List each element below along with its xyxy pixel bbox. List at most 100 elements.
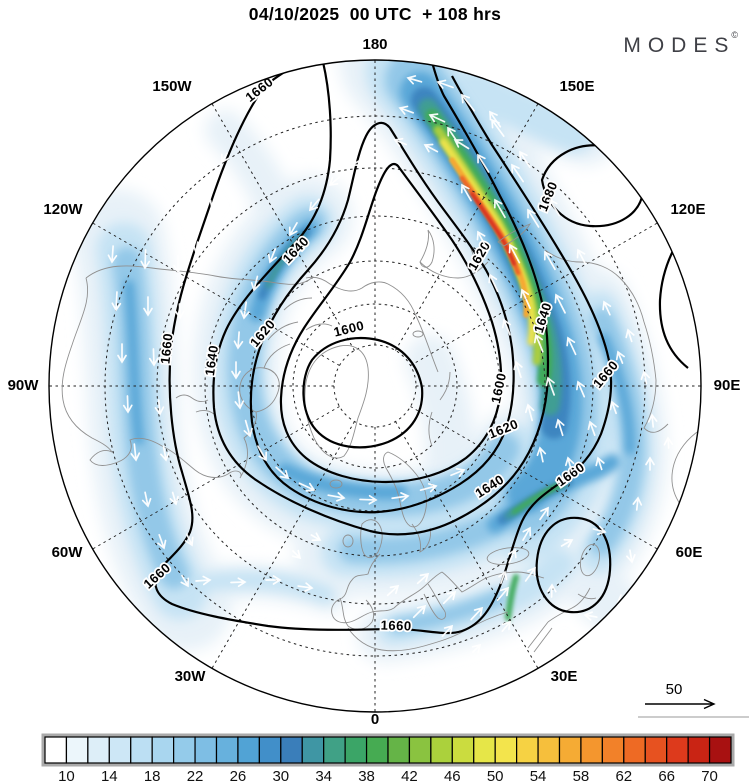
colorbar-tick-70: 70 bbox=[701, 768, 718, 782]
longitude-label-150W: 150W bbox=[152, 78, 192, 95]
wind-arrow-icon bbox=[359, 494, 378, 505]
colorbar-cell bbox=[430, 736, 453, 764]
wind-arrow-icon bbox=[645, 456, 655, 471]
longitude-label-60W: 60W bbox=[52, 544, 84, 561]
wind-arrow-icon bbox=[663, 436, 674, 449]
wind-arrow-icon bbox=[508, 243, 521, 264]
wind-arrow-icon bbox=[111, 291, 122, 312]
wind-arrow-icon bbox=[488, 273, 499, 293]
colorbar-cell bbox=[558, 736, 582, 764]
wind-arrow-icon bbox=[234, 391, 245, 410]
colorbar-cell bbox=[280, 736, 303, 764]
map-boundary bbox=[48, 59, 702, 713]
contour-label-1660: 1660 bbox=[157, 332, 175, 364]
wind-arrow-icon bbox=[450, 467, 466, 477]
wind-arrow-icon bbox=[615, 350, 625, 364]
colorbar-cell bbox=[387, 736, 411, 764]
colorbar-tick-30: 30 bbox=[272, 768, 289, 782]
colorbar-cell bbox=[537, 736, 561, 764]
colorbar-cell bbox=[215, 736, 239, 764]
wind-arrow-icon bbox=[496, 586, 510, 602]
longitude-label-30E: 30E bbox=[551, 668, 578, 685]
wind-arrow-icon bbox=[180, 574, 190, 588]
colorbar-tick-42: 42 bbox=[401, 768, 418, 782]
wind-arrow-icon bbox=[122, 395, 133, 414]
wind-arrow-icon bbox=[297, 582, 314, 592]
wind-arrow-icon bbox=[536, 446, 547, 463]
wind-arrow-icon bbox=[519, 150, 531, 168]
wind-arrow-icon bbox=[501, 620, 512, 633]
wind-arrow-icon bbox=[511, 163, 525, 183]
colorbar-tick-34: 34 bbox=[315, 768, 332, 782]
wind-arrow-icon bbox=[257, 445, 268, 462]
wind-arrow-icon bbox=[154, 399, 165, 416]
colorbar-cell bbox=[623, 736, 646, 764]
wind-arrow-icon bbox=[308, 198, 320, 212]
wind-arrow-icon bbox=[471, 643, 482, 654]
colorbar-tick-58: 58 bbox=[573, 768, 590, 782]
wind-arrow-icon bbox=[576, 380, 586, 398]
wind-arrow-icon bbox=[524, 566, 536, 582]
wind-arrow-icon bbox=[489, 110, 502, 128]
colorbar-tick-18: 18 bbox=[144, 768, 161, 782]
wind-arrow-icon bbox=[620, 163, 634, 173]
wind-arrow-icon bbox=[501, 318, 511, 336]
wind-arrow-icon bbox=[436, 79, 454, 89]
wind-arrow-icon bbox=[566, 336, 577, 356]
wind-arrow-icon bbox=[498, 570, 508, 585]
colorbar-tick-46: 46 bbox=[444, 768, 461, 782]
shading-field bbox=[72, 60, 692, 696]
colorbar-cell bbox=[708, 736, 732, 764]
height-contours bbox=[154, 61, 701, 635]
wind-arrow-icon bbox=[522, 526, 532, 541]
contour-1640 bbox=[212, 61, 550, 536]
wind-arrow-icon bbox=[592, 525, 607, 536]
wind-arrow-icon bbox=[507, 548, 517, 564]
colorbar-cell bbox=[473, 736, 496, 764]
copyright-icon: © bbox=[731, 30, 738, 40]
wind-arrow-icon bbox=[513, 360, 523, 379]
contour-label-1640: 1640 bbox=[202, 344, 221, 377]
wind-arrow-icon bbox=[148, 348, 159, 367]
wind-arrow-icon bbox=[350, 157, 364, 167]
longitude-label-90E: 90E bbox=[714, 377, 741, 394]
wind-arrow-icon bbox=[406, 75, 423, 85]
colorbar: 10 14 18 22 26 30 34 38 42 46 50 54 58 62 66 70 bbox=[41, 733, 735, 782]
wind-arrow-icon bbox=[564, 456, 575, 473]
wind-arrow-icon bbox=[209, 197, 219, 210]
wind-arrow-icon bbox=[626, 549, 636, 564]
wind-arrow-icon bbox=[632, 496, 643, 511]
wind-arrow-icon bbox=[250, 275, 261, 292]
contour-1660 bbox=[154, 65, 613, 635]
colorbar-tick-10: 10 bbox=[58, 768, 75, 782]
wind-arrow-icon bbox=[298, 482, 316, 492]
wind-arrow-icon bbox=[647, 413, 658, 428]
wind-arrow-icon bbox=[243, 419, 253, 438]
wind-arrow-icon bbox=[398, 105, 415, 115]
wind-arrow-icon bbox=[265, 575, 282, 585]
wind-arrow-icon bbox=[543, 250, 556, 271]
wind-arrow-icon bbox=[461, 93, 476, 112]
colorbar-cell bbox=[301, 736, 325, 764]
colorbar-cell bbox=[194, 736, 218, 764]
wind-arrow-icon bbox=[310, 532, 322, 542]
wind-arrow-icon bbox=[453, 139, 470, 150]
colorbar-tick-62: 62 bbox=[615, 768, 632, 782]
colorbar-cell bbox=[644, 736, 668, 764]
colorbar-cell bbox=[87, 736, 110, 764]
wind-arrow-icon bbox=[173, 255, 183, 274]
longitude-label-180: 180 bbox=[362, 36, 387, 53]
wind-arrow-icon bbox=[549, 198, 561, 217]
wind-arrow-icon bbox=[160, 445, 170, 462]
wind-arrow-icon bbox=[602, 300, 612, 316]
wind-arrow-icon bbox=[267, 248, 277, 264]
wind-arrow-icon bbox=[583, 611, 598, 621]
colorbar-cell bbox=[237, 736, 260, 764]
wind-arrow-icon bbox=[576, 248, 587, 265]
colorbar-cell bbox=[151, 736, 175, 764]
wind-arrow-icon bbox=[554, 293, 566, 314]
reference-vector-label: 50 bbox=[666, 681, 683, 698]
colorbar-tick-50: 50 bbox=[487, 768, 504, 782]
wind-arrow-icon bbox=[220, 152, 230, 164]
